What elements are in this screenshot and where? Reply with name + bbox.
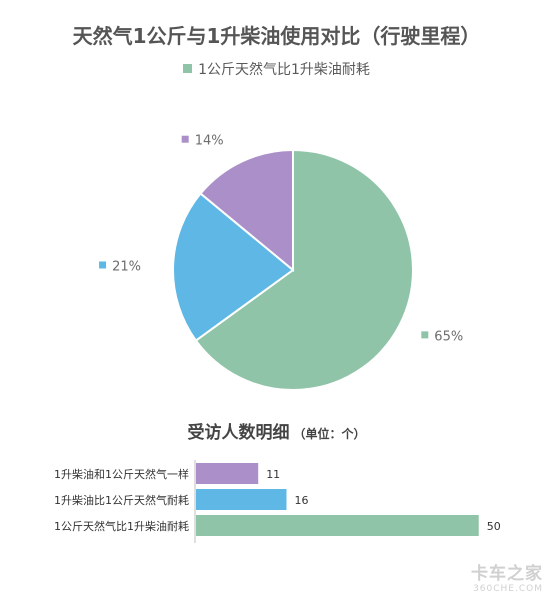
bar-value-label: 50 xyxy=(487,520,501,533)
bar xyxy=(196,463,259,484)
pie-slice xyxy=(194,148,414,391)
pie-label-swatch xyxy=(99,261,107,269)
pie-slice xyxy=(199,148,294,273)
bar-category-label: 1升柴油和1公斤天然气一样 xyxy=(54,467,189,481)
bar-category-label: 1升柴油比1公斤天然气耐耗 xyxy=(54,493,189,507)
bar-category-label: 1公斤天然气比1升柴油耐耗 xyxy=(54,519,189,533)
pie-label-swatch xyxy=(181,135,189,143)
watermark-sub: 360CHE.COM xyxy=(473,584,543,594)
pie-slice-label: 14% xyxy=(195,134,224,149)
bar-chart-title: 受访人数明细 （单位：个） xyxy=(0,418,553,443)
pie-slice-label: 21% xyxy=(112,259,141,274)
bar-value-label: 11 xyxy=(266,468,280,481)
watermark-logo: 卡车之家 360CHE.COM xyxy=(471,559,543,594)
pie-chart: 65% 21% 14% xyxy=(99,134,463,391)
bar-unit-note: （单位：个） xyxy=(293,427,366,441)
bar-chart: 1升柴油和1公斤天然气一样 11 1升柴油比1公斤天然气耐耗 16 1公斤天然气比1升柴… xyxy=(54,460,501,543)
bar xyxy=(196,489,287,510)
pie-label-swatch xyxy=(421,331,429,339)
pie-slice-label: 65% xyxy=(434,329,463,344)
pie-slice xyxy=(172,192,295,342)
pie-chart-title: 天然气1公斤与1升柴油使用对比（行驶里程） xyxy=(72,24,481,48)
bar xyxy=(196,515,479,536)
bar-value-label: 16 xyxy=(294,494,308,507)
legend-swatch xyxy=(183,64,193,73)
pie-legend: 1公斤天然气比1升柴油耐耗 xyxy=(0,59,553,79)
bar-title-text: 受访人数明细 xyxy=(187,423,290,443)
watermark-main: 卡车之家 xyxy=(471,564,543,584)
legend-label: 1公斤天然气比1升柴油耐耗 xyxy=(198,62,370,78)
